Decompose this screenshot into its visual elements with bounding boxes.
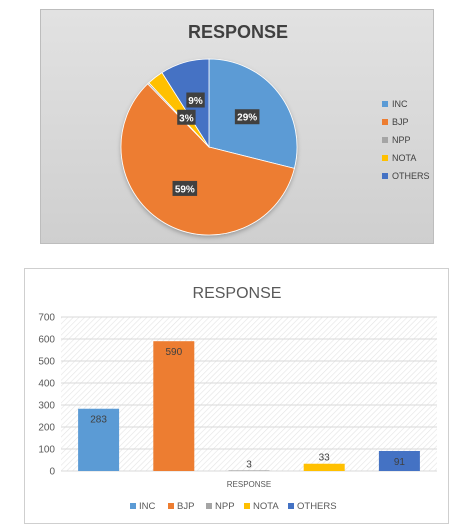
- plot-area: [61, 317, 437, 471]
- bar-value-label-nota: 33: [319, 453, 331, 464]
- bar-legend-swatch-nota: [244, 503, 250, 509]
- bar-legend-swatch-npp: [206, 503, 212, 509]
- pie-legend-swatch-nota: [382, 155, 388, 161]
- bar-legend-label-inc: INC: [139, 501, 156, 512]
- pie-chart-title: RESPONSE: [188, 22, 288, 42]
- pie-label-box-bjp: [172, 180, 198, 196]
- y-tick-label: 0: [49, 467, 55, 478]
- bar-bjp: [153, 341, 195, 471]
- bar-legend-label-nota: NOTA: [253, 501, 279, 512]
- bar-value-label-inc: 283: [90, 415, 107, 426]
- bar-legend-label-bjp: BJP: [177, 501, 194, 512]
- bar-legend-label-others: OTHERS: [297, 501, 337, 512]
- pie-legend-label-bjp: BJP: [392, 117, 409, 127]
- bar-npp: [228, 470, 270, 471]
- y-tick-label: 400: [38, 379, 55, 390]
- bar-inc: [78, 408, 120, 471]
- bar-nota: [303, 463, 345, 471]
- bar-legend-swatch-others: [288, 503, 294, 509]
- pie-data-label-bjp: 59%: [175, 184, 195, 195]
- pie-legend-swatch-others: [382, 173, 388, 179]
- y-tick-label: 100: [38, 445, 55, 456]
- pie-label-box-inc: [234, 109, 260, 125]
- pie-chart: RESPONSE 29% 59% 3% 9% INC BJP NPP NOTA OTHERS: [120, 22, 430, 236]
- pie-label-box-nota: [177, 109, 196, 125]
- pie-data-label-others: 9%: [188, 96, 203, 107]
- y-tick-label: 500: [38, 357, 55, 368]
- pie-legend-swatch-npp: [382, 137, 388, 143]
- x-axis-label: RESPONSE: [227, 480, 271, 489]
- pie-slice-bjp: [120, 83, 295, 236]
- pie-data-label-nota: 3%: [179, 113, 194, 124]
- pie-legend-label-inc: INC: [392, 99, 408, 109]
- pie-legend-label-others: OTHERS: [392, 171, 430, 181]
- pie-legend-swatch-bjp: [382, 119, 388, 125]
- pie-data-label-inc: 29%: [237, 113, 257, 124]
- bar-legend-swatch-bjp: [168, 503, 174, 509]
- bar-others: [378, 450, 420, 471]
- y-tick-label: 200: [38, 423, 55, 434]
- y-tick-label: 600: [38, 335, 55, 346]
- y-tick-label: 700: [38, 313, 55, 324]
- bar-value-label-others: 91: [394, 457, 406, 468]
- bar-chart-title: RESPONSE: [193, 285, 282, 302]
- pie-chart-panel: RESPONSE 29% 59% 3% 9% INC BJP NPP NOTA OTHERS: [40, 9, 434, 244]
- bar-legend-swatch-inc: [130, 503, 136, 509]
- bar-legend-label-npp: NPP: [215, 501, 235, 512]
- bar-value-label-npp: 3: [246, 459, 252, 470]
- pie-legend-label-npp: NPP: [392, 135, 411, 145]
- pie-label-box-others: [186, 92, 205, 108]
- bar-value-label-bjp: 590: [165, 347, 182, 358]
- bar-chart-panel: RESPONSE 0 100 200 300 400 500 600 700 283 590 3 3…: [24, 268, 449, 524]
- pie-legend-swatch-inc: [382, 101, 388, 107]
- pie-legend-label-nota: NOTA: [392, 153, 416, 163]
- pie-slice-others: [161, 58, 210, 149]
- y-tick-label: 300: [38, 401, 55, 412]
